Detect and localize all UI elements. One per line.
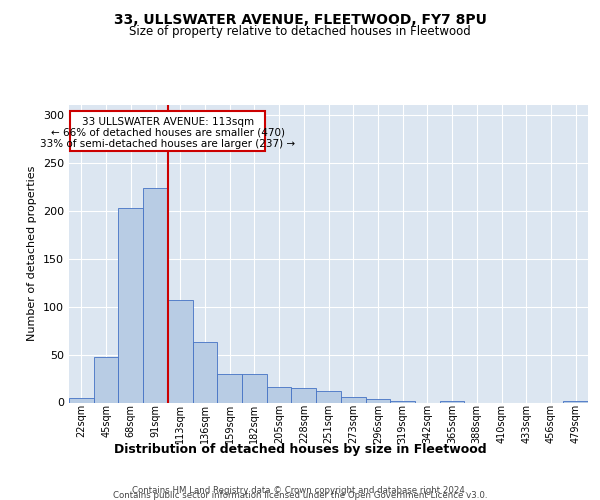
Bar <box>365 398 390 402</box>
Text: Contains public sector information licensed under the Open Government Licence v3: Contains public sector information licen… <box>113 491 487 500</box>
Text: Size of property relative to detached houses in Fleetwood: Size of property relative to detached ho… <box>129 25 471 38</box>
Bar <box>242 374 267 402</box>
Y-axis label: Number of detached properties: Number of detached properties <box>28 166 37 342</box>
Text: 33, ULLSWATER AVENUE, FLEETWOOD, FY7 8PU: 33, ULLSWATER AVENUE, FLEETWOOD, FY7 8PU <box>113 12 487 26</box>
Text: ← 66% of detached houses are smaller (470): ← 66% of detached houses are smaller (47… <box>51 128 285 138</box>
Bar <box>118 208 143 402</box>
Bar <box>193 342 217 402</box>
Text: Contains HM Land Registry data © Crown copyright and database right 2024.: Contains HM Land Registry data © Crown c… <box>132 486 468 495</box>
Bar <box>143 188 168 402</box>
Bar <box>267 387 292 402</box>
Bar <box>440 400 464 402</box>
Text: 33 ULLSWATER AVENUE: 113sqm: 33 ULLSWATER AVENUE: 113sqm <box>82 117 254 127</box>
Bar <box>217 374 242 402</box>
Bar <box>94 358 118 403</box>
Text: Distribution of detached houses by size in Fleetwood: Distribution of detached houses by size … <box>113 442 487 456</box>
Bar <box>168 300 193 402</box>
Text: 33% of semi-detached houses are larger (237) →: 33% of semi-detached houses are larger (… <box>40 139 295 149</box>
Bar <box>341 396 365 402</box>
Bar <box>69 398 94 402</box>
Bar <box>70 111 265 151</box>
Bar <box>563 400 588 402</box>
Bar <box>390 400 415 402</box>
Bar <box>292 388 316 402</box>
Bar <box>316 391 341 402</box>
